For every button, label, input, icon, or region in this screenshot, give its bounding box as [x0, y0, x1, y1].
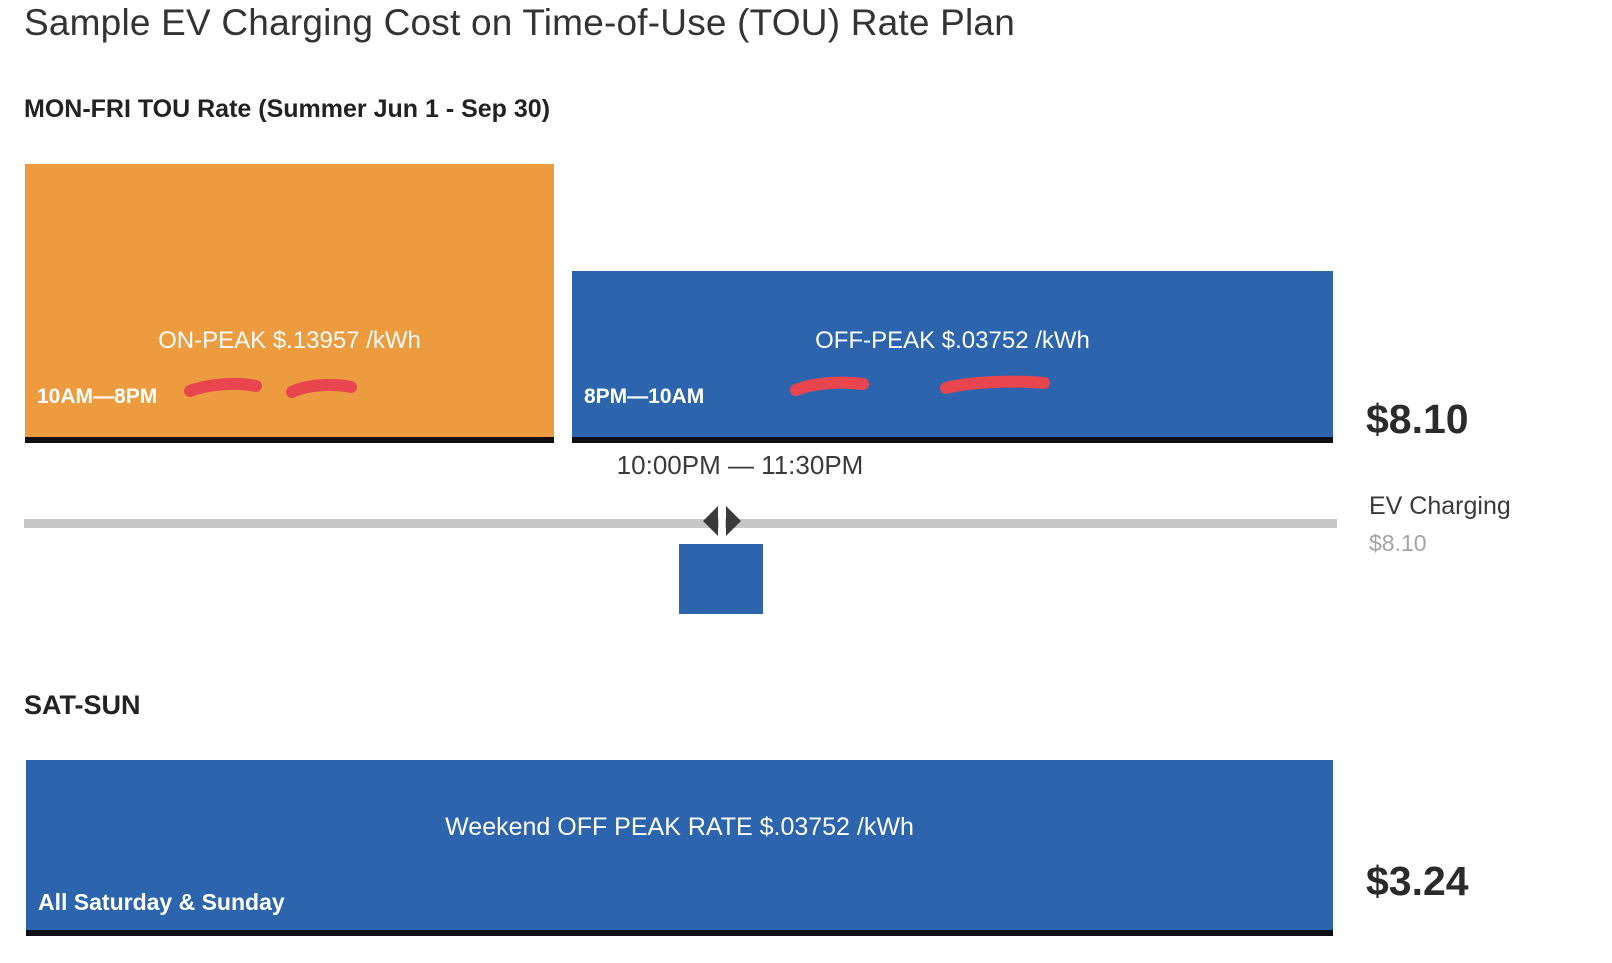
drag-arrows-icon — [703, 502, 741, 540]
weekday-section-heading: MON-FRI TOU Rate (Summer Jun 1 - Sep 30) — [24, 95, 551, 123]
off-peak-bar: OFF-PEAK $.03752 /kWh 8PM—10AM — [572, 271, 1333, 443]
on-peak-time-label: 10AM—8PM — [37, 385, 158, 408]
on-peak-rate-label: ON-PEAK $.13957 /kWh — [158, 327, 421, 354]
slider-track[interactable] — [24, 519, 1337, 528]
weekend-rate-label: Weekend OFF PEAK RATE $.03752 /kWh — [445, 813, 914, 841]
weekend-section-heading: SAT-SUN — [24, 690, 141, 720]
legend-title: EV Charging — [1369, 492, 1511, 520]
off-peak-time-label: 8PM—10AM — [584, 385, 705, 408]
off-peak-rate-label: OFF-PEAK $.03752 /kWh — [815, 327, 1090, 354]
weekend-time-label: All Saturday & Sunday — [38, 889, 285, 915]
charging-window-label: 10:00PM — 11:30PM — [616, 450, 864, 480]
legend-value: $8.10 — [1369, 530, 1427, 556]
weekday-total-cost: $8.10 — [1366, 396, 1469, 442]
ev-charging-block[interactable] — [679, 544, 763, 614]
weekend-total-cost: $3.24 — [1366, 858, 1469, 904]
slider-handle[interactable] — [702, 502, 742, 540]
page-title: Sample EV Charging Cost on Time-of-Use (… — [24, 2, 1015, 43]
weekend-bar: Weekend OFF PEAK RATE $.03752 /kWh All S… — [26, 760, 1333, 936]
on-peak-bar: ON-PEAK $.13957 /kWh 10AM—8PM — [25, 164, 554, 443]
